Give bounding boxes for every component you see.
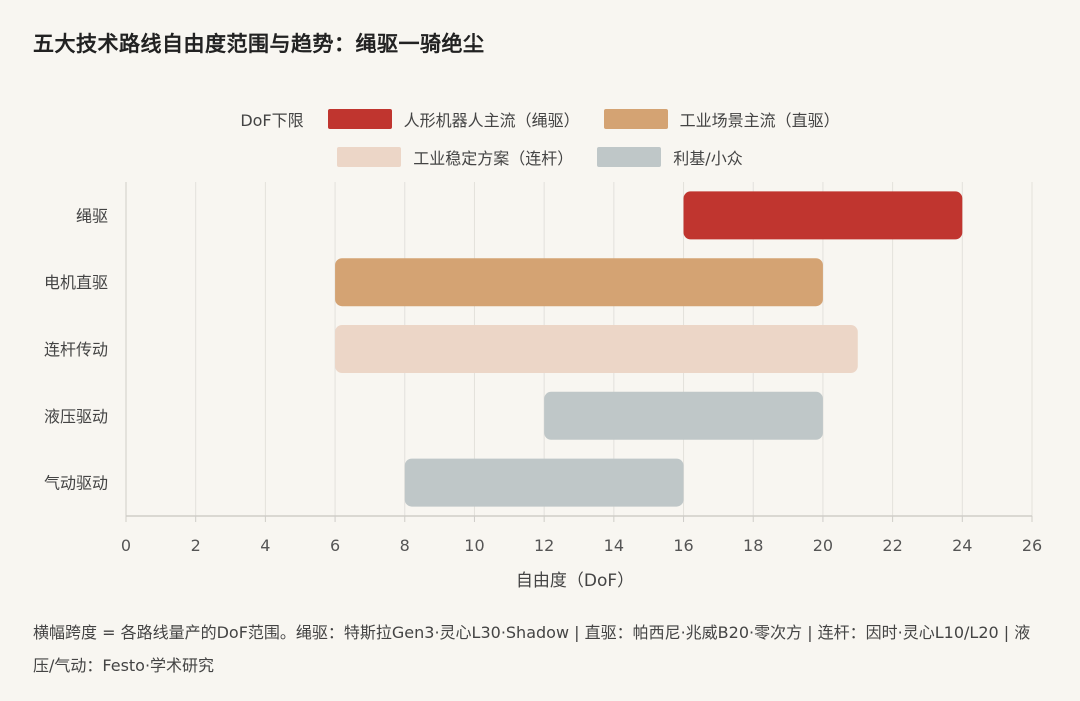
range-bar-chart: 0 2 4 6 8 10 12 14 16 18 20 22 24 26绳驱电机直驱连杆传动液压驱动气动驱… (44, 182, 1042, 591)
legend-label: 人形机器人主流（绳驱） (403, 111, 580, 130)
legend-label: 工业稳定方案（连杆） (413, 149, 574, 168)
legend-label: 利基/小众 (673, 149, 743, 168)
range-bar (335, 258, 823, 307)
y-category-label: 连杆传动 (44, 340, 108, 359)
x-tick-label: 24 (952, 536, 972, 555)
y-category-label: 电机直驱 (44, 273, 108, 292)
chart-title: 五大技术路线自由度范围与趋势：绳驱一骑绝尘 (33, 32, 485, 56)
range-bar (335, 325, 858, 373)
legend-item-linkage: 工业稳定方案（连杆） (337, 145, 573, 169)
range-bar (683, 191, 963, 240)
x-tick-label: 0 (121, 536, 131, 555)
legend-swatch (327, 109, 392, 129)
y-category-label: 液压驱动 (44, 407, 108, 426)
x-tick-label: 8 (400, 536, 410, 555)
x-axis-title: 自由度（DoF） (516, 571, 634, 591)
y-category-label: 气动驱动 (44, 474, 108, 493)
legend: DoF下限 人形机器人主流（绳驱） 工业场景主流（直驱） 工业稳定方案（连杆） … (0, 104, 1080, 180)
x-tick-label: 26 (1022, 536, 1042, 555)
y-category-label: 绳驱 (76, 206, 108, 225)
legend-label: DoF下限 (240, 111, 304, 130)
range-bar (404, 458, 684, 507)
legend-row-2: 工业稳定方案（连杆） 利基/小众 (0, 142, 1080, 172)
chart-caption: 横幅跨度 = 各路线量产的DoF范围。绳驱：特斯拉Gen3·灵心L30·Shad… (33, 623, 1031, 675)
x-tick-label: 2 (191, 536, 201, 555)
legend-label: 工业场景主流（直驱） (679, 111, 840, 130)
legend-item-niche: 利基/小众 (597, 145, 743, 169)
x-tick-label: 14 (604, 536, 624, 555)
x-tick-label: 20 (813, 536, 833, 555)
legend-item-dof-lower: DoF下限 (240, 107, 303, 131)
x-tick-label: 16 (673, 536, 693, 555)
x-tick-label: 12 (534, 536, 554, 555)
legend-item-rope: 人形机器人主流（绳驱） (327, 107, 580, 131)
x-tick-label: 6 (330, 536, 340, 555)
legend-swatch (597, 147, 662, 167)
range-bar (544, 391, 823, 440)
x-tick-label: 22 (882, 536, 902, 555)
x-tick-label: 18 (743, 536, 763, 555)
legend-swatch (337, 147, 402, 167)
x-tick-label: 4 (260, 536, 270, 555)
legend-swatch (603, 109, 668, 129)
x-tick-label: 10 (464, 536, 484, 555)
legend-item-direct: 工业场景主流（直驱） (603, 107, 840, 131)
legend-row-1: DoF下限 人形机器人主流（绳驱） 工业场景主流（直驱） (0, 104, 1080, 134)
